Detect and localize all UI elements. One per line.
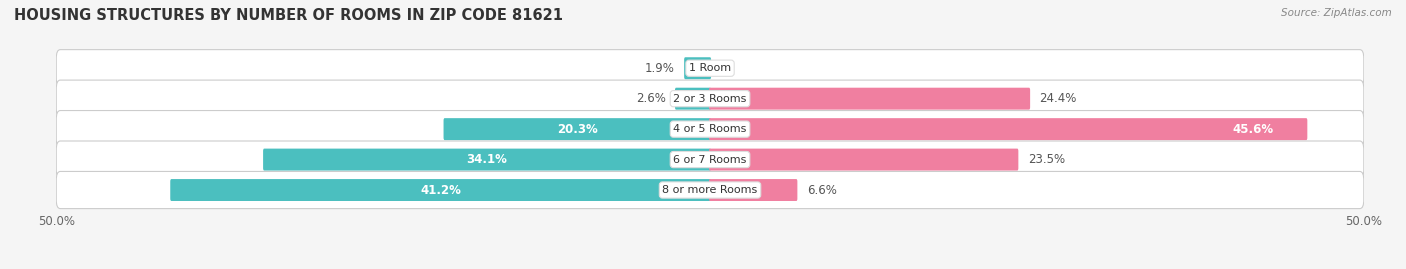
FancyBboxPatch shape [56,171,1364,208]
Text: 41.2%: 41.2% [420,183,461,197]
FancyBboxPatch shape [709,148,1018,171]
Text: 8 or more Rooms: 8 or more Rooms [662,185,758,195]
FancyBboxPatch shape [56,141,1364,178]
FancyBboxPatch shape [263,148,711,171]
Text: 1 Room: 1 Room [689,63,731,73]
FancyBboxPatch shape [685,57,711,79]
Text: 2.6%: 2.6% [636,92,665,105]
Text: 23.5%: 23.5% [1028,153,1064,166]
Text: 4 or 5 Rooms: 4 or 5 Rooms [673,124,747,134]
FancyBboxPatch shape [56,111,1364,148]
FancyBboxPatch shape [709,179,797,201]
FancyBboxPatch shape [170,179,711,201]
Text: 34.1%: 34.1% [467,153,508,166]
Text: 24.4%: 24.4% [1039,92,1077,105]
Text: 6 or 7 Rooms: 6 or 7 Rooms [673,155,747,165]
Text: 1.9%: 1.9% [645,62,675,75]
Text: 2 or 3 Rooms: 2 or 3 Rooms [673,94,747,104]
FancyBboxPatch shape [709,88,1031,110]
FancyBboxPatch shape [56,80,1364,117]
FancyBboxPatch shape [56,50,1364,87]
Text: 6.6%: 6.6% [807,183,837,197]
Text: Source: ZipAtlas.com: Source: ZipAtlas.com [1281,8,1392,18]
Text: HOUSING STRUCTURES BY NUMBER OF ROOMS IN ZIP CODE 81621: HOUSING STRUCTURES BY NUMBER OF ROOMS IN… [14,8,562,23]
Text: 45.6%: 45.6% [1233,123,1274,136]
Legend: Owner-occupied, Renter-occupied: Owner-occupied, Renter-occupied [583,266,837,269]
FancyBboxPatch shape [675,88,711,110]
Text: 20.3%: 20.3% [557,123,598,136]
FancyBboxPatch shape [443,118,711,140]
FancyBboxPatch shape [709,118,1308,140]
